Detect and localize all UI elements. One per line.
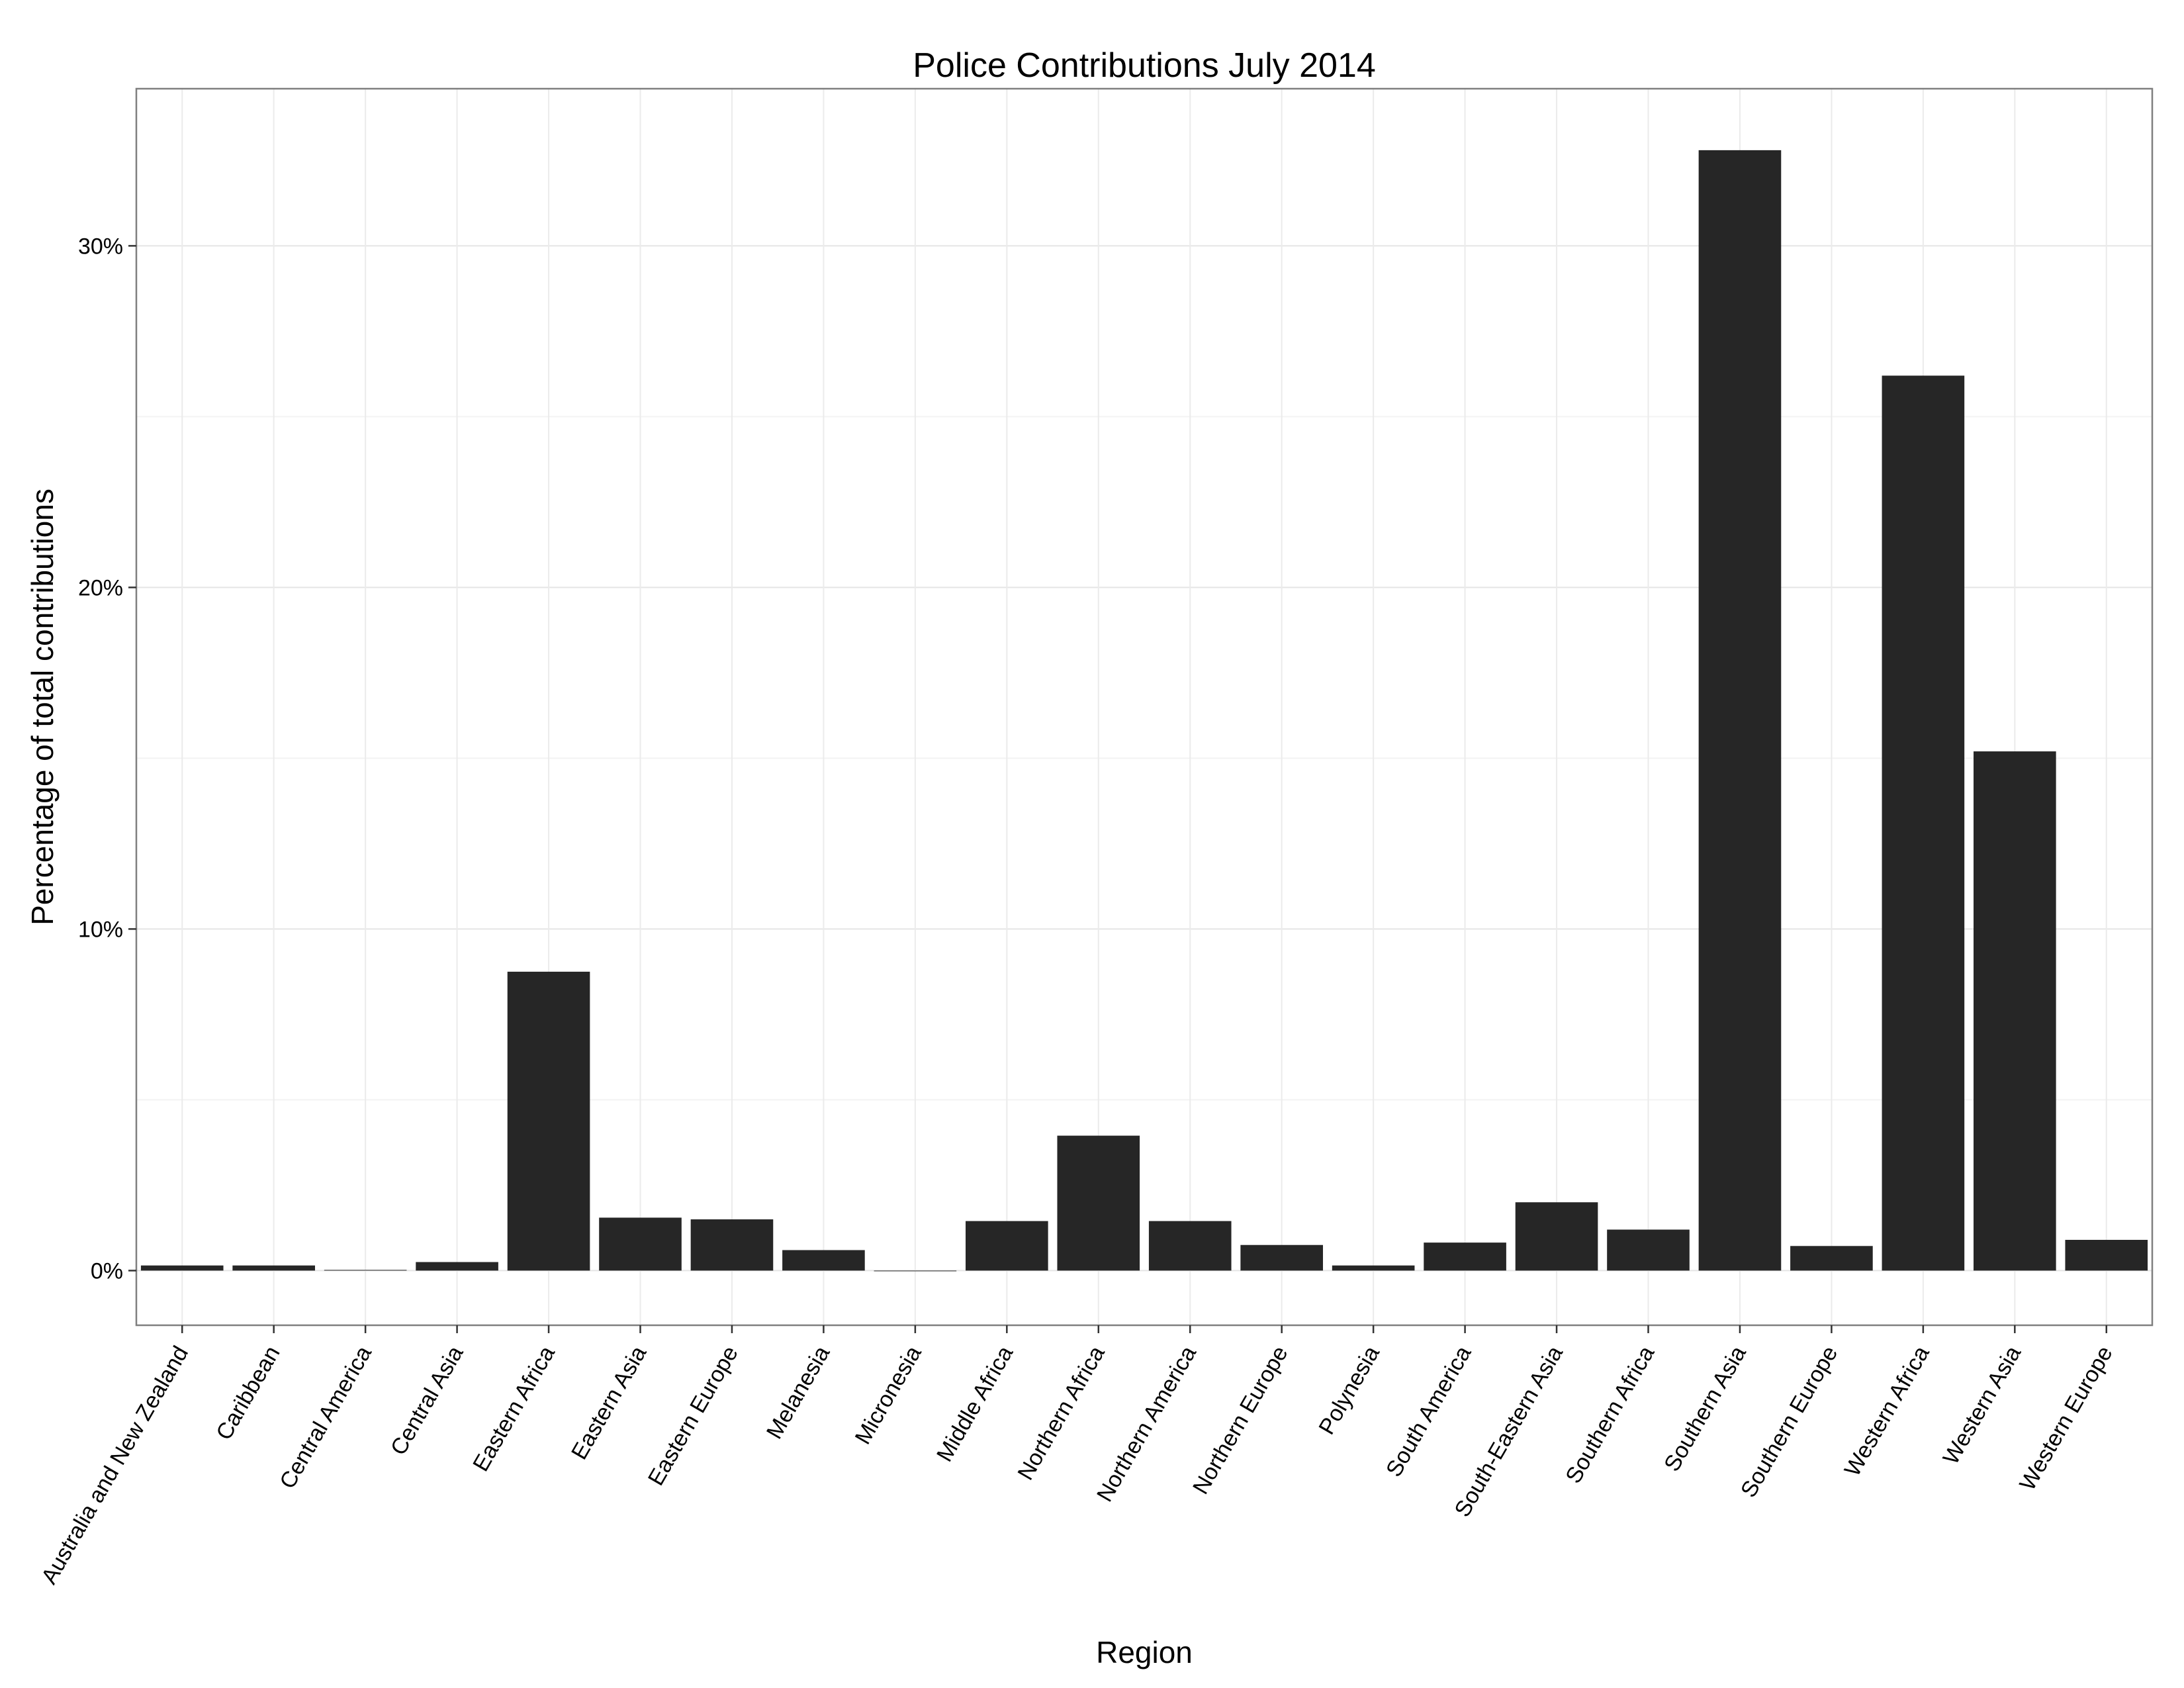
y-axis-title: Percentage of total contributions <box>25 489 60 925</box>
y-axis: 0% 10% 20% 30% <box>78 234 136 1284</box>
bar-melanesia <box>782 1250 865 1271</box>
bar-south-america <box>1424 1243 1506 1271</box>
grid-lines <box>136 89 2152 1325</box>
plot-panel-border <box>135 87 2154 1327</box>
bar-middle-africa <box>966 1221 1048 1271</box>
bar-south-eastern-asia <box>1515 1202 1598 1271</box>
bar-australia-and-new-zealand <box>140 1265 224 1271</box>
bar-eastern-asia <box>599 1217 682 1271</box>
y-tick-label: 0% <box>91 1258 123 1284</box>
bar-northern-europe <box>1240 1244 1323 1271</box>
bars <box>140 150 2148 1272</box>
bar-western-africa <box>1882 375 1965 1271</box>
bar-southern-asia <box>1698 150 1782 1271</box>
bar-southern-africa <box>1607 1229 1690 1271</box>
y-tick-label: 10% <box>78 917 123 942</box>
y-tick-label: 30% <box>78 234 123 259</box>
bar-southern-europe <box>1790 1246 1873 1271</box>
y-tick-label: 20% <box>78 575 123 600</box>
x-axis-title: Region <box>1096 1635 1193 1669</box>
bar-western-asia <box>1974 751 2056 1271</box>
bar-eastern-africa <box>507 971 590 1271</box>
bar-western-europe <box>2065 1239 2148 1271</box>
bar-northern-africa <box>1057 1135 1140 1271</box>
bar-micronesia <box>874 1270 957 1272</box>
bar-polynesia <box>1332 1265 1415 1271</box>
bar-central-asia <box>416 1262 498 1271</box>
bar-eastern-europe <box>690 1219 774 1271</box>
bar-caribbean <box>232 1265 315 1271</box>
chart-title: Police Contributions July 2014 <box>913 46 1376 85</box>
bar-northern-america <box>1148 1221 1232 1271</box>
